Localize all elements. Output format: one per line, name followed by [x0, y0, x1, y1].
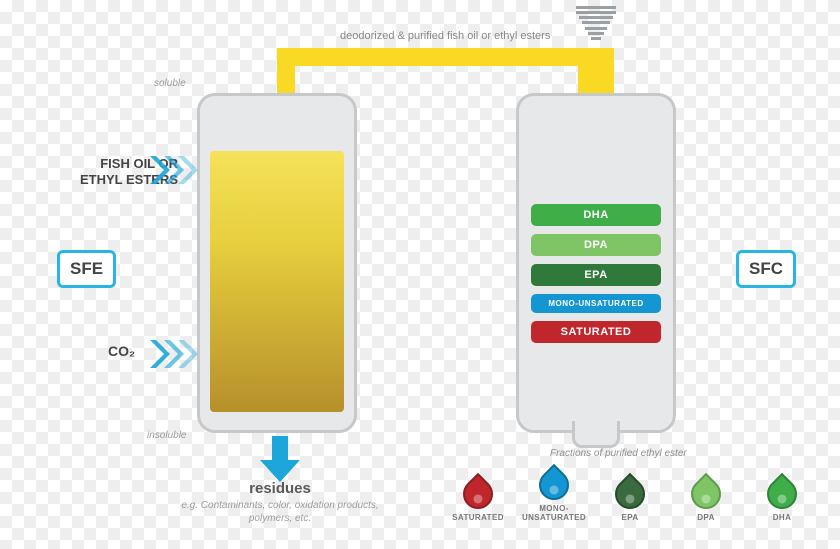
fraction-pill: DPA [531, 234, 661, 256]
fraction-pill: DHA [531, 204, 661, 226]
feedstock-input-arrow-icon [150, 156, 204, 184]
drop-icon [457, 473, 499, 515]
fraction-pill: MONO-UNSATURATED [531, 294, 661, 313]
insoluble-label: insoluble [147, 430, 186, 441]
drop-caption: SATURATED [452, 513, 504, 522]
drop-caption: MONO- UNSATURATED [522, 504, 586, 522]
fraction-pill: SATURATED [531, 321, 661, 343]
sfe-vessel-fill [210, 151, 344, 412]
sfc-process-label: SFC [736, 250, 796, 288]
fraction-drop-item: DPA [673, 479, 739, 522]
residues-subtitle: e.g. Contaminants, color, oxidation prod… [180, 499, 380, 525]
sfe-vessel [197, 93, 357, 433]
drop-caption: DPA [697, 513, 715, 522]
drop-icon [609, 473, 651, 515]
fraction-drops-row: SATURATED MONO- UNSATURATED EPA DPA DHA [445, 470, 815, 522]
co2-input-label: CO₂ [108, 343, 135, 359]
sfe-process-label: SFE [57, 250, 116, 288]
transfer-pipe-vertical-left [277, 48, 295, 98]
drop-icon [685, 473, 727, 515]
drop-icon [761, 473, 803, 515]
fraction-pill: EPA [531, 264, 661, 286]
fraction-drop-item: EPA [597, 479, 663, 522]
fraction-drop-item: SATURATED [445, 479, 511, 522]
fractions-label: Fractions of purified ethyl ester [550, 448, 687, 459]
soluble-label: soluble [154, 78, 186, 89]
sfc-vessel: DHA DPA EPA MONO-UNSATURATED SATURATED [516, 93, 676, 433]
drop-caption: EPA [621, 513, 638, 522]
transfer-pipe-label: deodorized & purified fish oil or ethyl … [340, 30, 550, 42]
co2-input-arrow-icon [150, 340, 204, 368]
residues-title: residues [180, 480, 380, 497]
fraction-drop-item: MONO- UNSATURATED [521, 470, 587, 522]
drop-caption: DHA [773, 513, 792, 522]
fraction-drop-item: DHA [749, 479, 815, 522]
residues-output-block: residues e.g. Contaminants, color, oxida… [180, 480, 380, 525]
co2-column-icon [573, 0, 619, 46]
transfer-pipe-horizontal [277, 48, 596, 66]
drop-icon [533, 464, 575, 506]
